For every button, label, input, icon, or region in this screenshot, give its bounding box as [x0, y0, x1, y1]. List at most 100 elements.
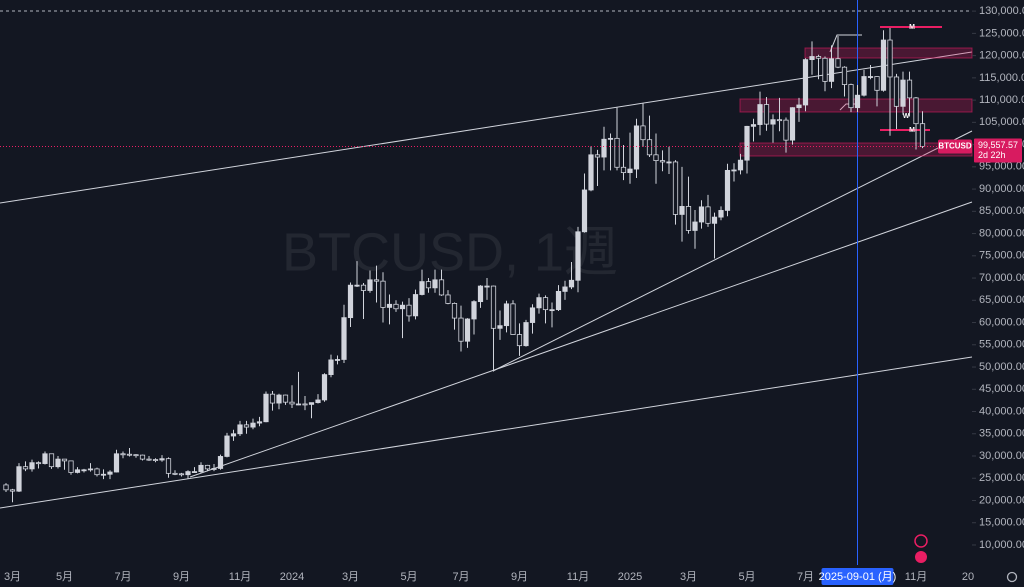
- x-tick-label: 2024: [280, 571, 304, 583]
- candle-body: [451, 303, 458, 319]
- candle-body: [705, 206, 711, 224]
- candle-body: [666, 161, 672, 164]
- candle-body: [744, 125, 750, 161]
- y-tick-label: 125,000.00: [979, 27, 1024, 39]
- candle-body: [237, 424, 243, 435]
- x-tick-label: 20: [962, 571, 974, 583]
- y-tick-label: 130,000.00: [979, 5, 1024, 17]
- y-tick-label: 85,000.00: [979, 205, 1024, 217]
- candle-body: [399, 304, 406, 310]
- candle-body: [139, 454, 146, 460]
- drawing-label: W: [903, 113, 910, 120]
- settings-icon[interactable]: [1006, 571, 1018, 583]
- candle-body: [640, 125, 646, 141]
- y-tick-label: 65,000.00: [979, 294, 1024, 306]
- y-tick-label: 115,000.00: [979, 72, 1024, 84]
- y-tick-label: 90,000.00: [979, 183, 1024, 195]
- y-tick-label: 55,000.00: [979, 339, 1024, 351]
- candle-body: [243, 424, 250, 428]
- candle-body: [100, 473, 107, 476]
- candle-body: [822, 57, 828, 82]
- candle-body: [542, 297, 549, 311]
- y-tick-label: 60,000.00: [979, 316, 1024, 328]
- candle-body: [698, 206, 705, 223]
- candle-body: [35, 462, 42, 465]
- candle-body: [230, 433, 237, 437]
- crosshair-label: 2025-09-01 (月): [819, 571, 897, 583]
- candle-body: [718, 210, 724, 218]
- candle-body: [126, 453, 133, 456]
- candle-body: [9, 489, 16, 492]
- candle-body: [347, 284, 354, 319]
- y-tick-label: 35,000.00: [979, 428, 1024, 440]
- candle-body: [341, 317, 347, 360]
- watermark: BTCUSD, 1週: [282, 222, 618, 282]
- candle-body: [685, 206, 692, 231]
- candle-body: [737, 159, 744, 171]
- candle-body: [68, 460, 74, 473]
- candle-body: [191, 471, 198, 473]
- candle-body: [711, 216, 718, 224]
- candle-body: [282, 394, 289, 403]
- candle-body: [568, 279, 575, 288]
- y-tick-label: 120,000.00: [979, 50, 1024, 62]
- candle-body: [562, 286, 568, 292]
- candle-body: [679, 206, 685, 215]
- candle-body: [133, 454, 139, 457]
- candle-body: [724, 169, 731, 211]
- candle-body: [16, 466, 22, 492]
- y-tick-label: 40,000.00: [979, 405, 1024, 417]
- drawings: [0, 34, 973, 509]
- event-icon[interactable]: [915, 551, 927, 563]
- event-icon[interactable]: [914, 534, 928, 548]
- candle-body: [256, 421, 263, 424]
- candle-body: [48, 453, 55, 468]
- candle-body: [601, 138, 607, 158]
- candle-body: [835, 58, 841, 68]
- y-tick-label: 30,000.00: [979, 450, 1024, 462]
- axes: 10,000.00 15,000.00 20,000.00 25,000.00 30,0…: [0, 5, 1024, 585]
- candle-body: [295, 403, 302, 406]
- candle-body: [757, 104, 763, 125]
- candle-body: [464, 318, 471, 342]
- x-tick-label: 11月: [567, 571, 589, 583]
- candle-body: [575, 231, 581, 281]
- candle-body: [880, 39, 887, 91]
- candle-body: [874, 76, 880, 91]
- candle-body: [536, 297, 542, 309]
- candle-body: [120, 453, 126, 456]
- candle-body: [607, 137, 614, 140]
- candle-body: [627, 168, 633, 174]
- candle-body: [815, 56, 822, 59]
- candle-body: [809, 56, 815, 61]
- candle-body: [302, 403, 308, 406]
- y-tick-label: 45,000.00: [979, 383, 1024, 395]
- candle-body: [146, 458, 152, 461]
- candle-body: [510, 303, 516, 335]
- candle-body: [74, 469, 81, 473]
- y-tick-label: 10,000.00: [979, 539, 1024, 551]
- candle-body: [360, 284, 367, 291]
- candle-body: [633, 125, 640, 170]
- candle-body: [159, 458, 165, 461]
- y-tick-label: 105,000.00: [979, 116, 1024, 128]
- candle-body: [861, 76, 867, 96]
- candle-body: [477, 285, 484, 303]
- candle-body: [42, 453, 48, 464]
- x-tick-label: 2025: [618, 571, 642, 583]
- candle-body: [224, 435, 230, 457]
- trend-line: [189, 201, 973, 478]
- candle-body: [854, 94, 861, 109]
- candle-body: [321, 374, 328, 401]
- candle-body: [458, 317, 464, 342]
- zone: [739, 142, 973, 157]
- candles: [3, 0, 926, 565]
- x-tick-label: 7月: [797, 571, 814, 583]
- candle-body: [867, 76, 874, 78]
- price-tag: [974, 138, 1022, 163]
- x-tick-label: 7月: [114, 571, 131, 583]
- candle-body: [380, 280, 386, 308]
- x-tick-label: 5月: [56, 571, 73, 583]
- candle-body: [61, 458, 68, 462]
